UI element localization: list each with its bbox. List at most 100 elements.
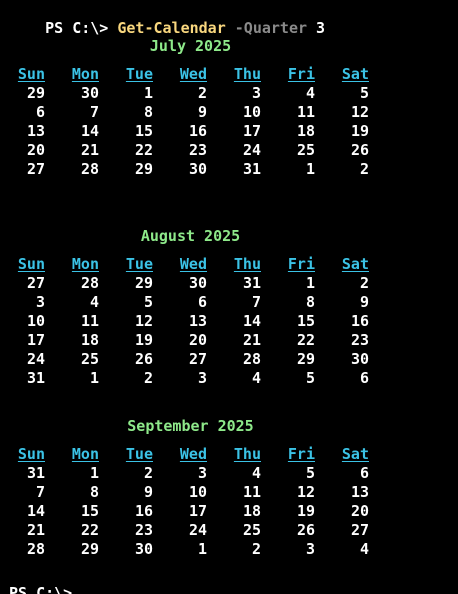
day-cell: 24 <box>26 350 45 368</box>
weekday-header: Wed <box>179 65 207 83</box>
weekday-header: Sat <box>341 255 369 273</box>
day-cell: 12 <box>134 312 153 330</box>
day-cell: 27 <box>26 274 45 292</box>
day-cell: 10 <box>188 483 207 501</box>
day-cell: 25 <box>80 350 99 368</box>
weekday-header: Tue <box>125 255 153 273</box>
command-name: Get-Calendar <box>117 19 226 37</box>
day-cell: 2 <box>359 160 369 178</box>
day-cell: 1 <box>305 160 315 178</box>
day-cell: 17 <box>26 331 45 349</box>
day-cell: 22 <box>134 141 153 159</box>
weekday-header: Wed <box>179 445 207 463</box>
day-cell: 29 <box>134 274 153 292</box>
day-cell: 19 <box>350 122 369 140</box>
day-cell: 30 <box>80 84 99 102</box>
day-cell: 2 <box>143 369 153 387</box>
weekday-header: Sun <box>17 445 45 463</box>
weekday-header: Fri <box>287 445 315 463</box>
day-cell: 6 <box>197 293 207 311</box>
weekday-header: Sat <box>341 445 369 463</box>
day-cell: 20 <box>188 331 207 349</box>
day-cell: 6 <box>359 464 369 482</box>
day-cell: 3 <box>197 369 207 387</box>
day-cell: 26 <box>134 350 153 368</box>
weekday-header: Fri <box>287 65 315 83</box>
day-cell: 5 <box>305 464 315 482</box>
month-title: July 2025 <box>149 37 232 55</box>
day-cell: 29 <box>26 84 45 102</box>
day-cell: 27 <box>350 521 369 539</box>
day-cell: 3 <box>251 84 261 102</box>
weekday-header: Mon <box>71 255 99 273</box>
day-cell: 6 <box>35 103 45 121</box>
day-cell: 27 <box>26 160 45 178</box>
prompt-text: PS C:\> <box>45 19 118 37</box>
day-cell: 21 <box>26 521 45 539</box>
day-cell: 5 <box>143 293 153 311</box>
day-cell: 16 <box>350 312 369 330</box>
day-cell: 30 <box>134 540 153 558</box>
day-cell: 8 <box>143 103 153 121</box>
day-cell: 20 <box>26 141 45 159</box>
day-cell: 6 <box>359 369 369 387</box>
day-cell: 1 <box>89 369 99 387</box>
day-cell: 21 <box>80 141 99 159</box>
day-cell: 11 <box>242 483 261 501</box>
day-cell: 1 <box>89 464 99 482</box>
day-cell: 20 <box>350 502 369 520</box>
weekday-header: Wed <box>179 255 207 273</box>
day-cell: 26 <box>296 521 315 539</box>
weekday-header: Sat <box>341 65 369 83</box>
weekday-header: Thu <box>233 65 261 83</box>
day-cell: 11 <box>296 103 315 121</box>
day-cell: 17 <box>242 122 261 140</box>
weekday-header: Sun <box>17 65 45 83</box>
day-cell: 2 <box>251 540 261 558</box>
weekday-header: Fri <box>287 255 315 273</box>
day-cell: 4 <box>251 369 261 387</box>
day-cell: 7 <box>35 483 45 501</box>
weekday-header: Mon <box>71 445 99 463</box>
day-cell: 8 <box>305 293 315 311</box>
weekday-header: Mon <box>71 65 99 83</box>
weekday-header: Tue <box>125 65 153 83</box>
day-cell: 8 <box>89 483 99 501</box>
day-cell: 10 <box>242 103 261 121</box>
weekday-header: Tue <box>125 445 153 463</box>
day-cell: 7 <box>251 293 261 311</box>
day-cell: 27 <box>188 350 207 368</box>
day-cell: 15 <box>296 312 315 330</box>
day-cell: 30 <box>188 274 207 292</box>
day-cell: 12 <box>350 103 369 121</box>
day-cell: 29 <box>80 540 99 558</box>
day-cell: 2 <box>197 84 207 102</box>
weekday-header: Thu <box>233 255 261 273</box>
day-cell: 31 <box>242 274 261 292</box>
day-cell: 11 <box>80 312 99 330</box>
day-cell: 26 <box>350 141 369 159</box>
day-cell: 23 <box>188 141 207 159</box>
day-cell: 5 <box>305 369 315 387</box>
day-cell: 4 <box>89 293 99 311</box>
day-cell: 13 <box>188 312 207 330</box>
day-cell: 18 <box>242 502 261 520</box>
day-cell: 28 <box>242 350 261 368</box>
day-cell: 31 <box>26 464 45 482</box>
trailing-prompt[interactable]: PS C:\> <box>9 584 73 594</box>
day-cell: 3 <box>305 540 315 558</box>
day-cell: 18 <box>296 122 315 140</box>
weekday-header: Thu <box>233 445 261 463</box>
day-cell: 4 <box>359 540 369 558</box>
day-cell: 31 <box>242 160 261 178</box>
month-title: August 2025 <box>140 227 241 245</box>
day-cell: 22 <box>296 331 315 349</box>
day-cell: 9 <box>359 293 369 311</box>
day-cell: 16 <box>134 502 153 520</box>
weekday-header: Sun <box>17 255 45 273</box>
day-cell: 23 <box>134 521 153 539</box>
day-cell: 9 <box>143 483 153 501</box>
day-cell: 19 <box>134 331 153 349</box>
day-cell: 1 <box>305 274 315 292</box>
